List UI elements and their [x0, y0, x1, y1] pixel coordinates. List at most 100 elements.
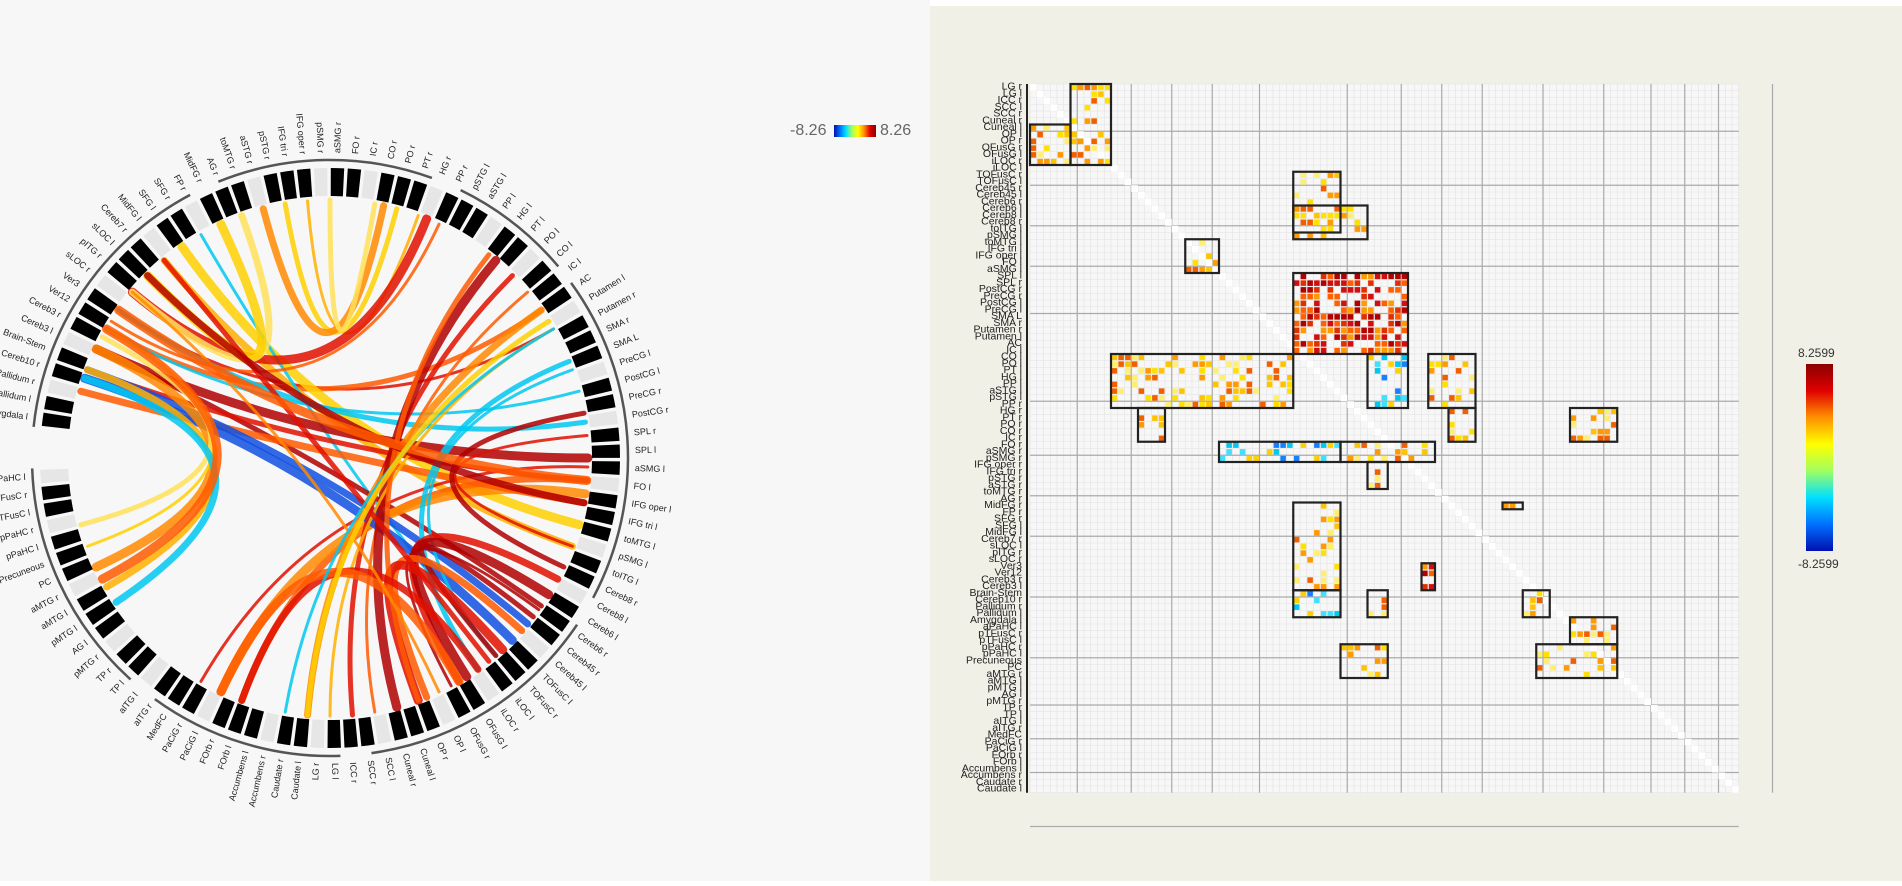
matrix-diagonal-cell — [1131, 185, 1138, 192]
matrix-diagonal-cell — [1124, 178, 1132, 186]
matrix-cell — [1098, 158, 1104, 165]
roi-label: pSMG l — [617, 551, 649, 570]
matrix-cell — [1570, 631, 1577, 637]
matrix-cell — [1314, 347, 1320, 354]
matrix-diagonal-cell — [1165, 219, 1172, 226]
matrix-cell — [1590, 617, 1597, 624]
matrix-row-label: SCC l — [995, 101, 1022, 113]
roi-segment — [96, 274, 127, 303]
matrix-cell — [1388, 347, 1394, 354]
matrix-cell — [1395, 455, 1401, 462]
matrix-cell — [1091, 118, 1097, 124]
matrix-cell — [1388, 300, 1394, 307]
matrix-diagonal-cell — [1711, 765, 1719, 773]
matrix-cell — [1219, 401, 1226, 408]
matrix-diagonal-cell — [1421, 475, 1429, 483]
matrix-cell — [1212, 260, 1219, 266]
connection-ribbon — [114, 305, 592, 485]
matrix-cell — [1185, 266, 1192, 273]
colorbar-min-label: -8.26 — [790, 122, 827, 139]
matrix-cell — [1158, 415, 1165, 421]
matrix-row-label: HG l — [1001, 371, 1022, 383]
matrix-diagonal-cell — [1630, 684, 1638, 692]
matrix-cell — [1590, 631, 1597, 637]
matrix-diagonal-cell — [1637, 691, 1645, 699]
matrix-colorbar-max-label: 8.2599 — [1798, 346, 1835, 360]
matrix-row-label: PP r — [1002, 398, 1023, 410]
roi-label: Caudate r — [269, 758, 285, 799]
matrix-cell — [1199, 239, 1205, 246]
roi-label: Cereb3 l — [20, 313, 55, 336]
roi-label: IFG oper r — [294, 113, 308, 155]
roi-label: pSMG r — [315, 122, 326, 153]
matrix-row-label: TP r — [1002, 702, 1022, 714]
matrix-cell — [1172, 354, 1178, 361]
matrix-cell — [1098, 131, 1104, 138]
roi-label: IFG oper l — [631, 499, 672, 515]
matrix-cell — [1341, 334, 1347, 340]
matrix-cell — [1341, 327, 1347, 334]
matrix-cell — [1057, 152, 1064, 158]
matrix-cell — [1280, 442, 1286, 448]
matrix-cell — [1374, 482, 1381, 489]
matrix-diagonal-cell — [1509, 563, 1516, 570]
matrix-cell — [1577, 435, 1583, 442]
matrix-diagonal-cell — [1401, 455, 1408, 462]
roi-label: Accumbens r — [247, 754, 268, 807]
matrix-row-label: Putamen l — [975, 330, 1022, 342]
roi-segment — [293, 717, 310, 748]
matrix-row-label: Ver12 — [995, 567, 1023, 579]
matrix-cell — [1307, 611, 1313, 617]
matrix-cell — [1584, 671, 1590, 678]
cluster-box — [1292, 271, 1410, 356]
roi-segment — [296, 168, 313, 198]
matrix-row-label: IFG tri r — [986, 465, 1022, 477]
matrix-cell — [1543, 658, 1550, 664]
matrix-row-label: aMTG r — [986, 668, 1022, 680]
matrix-cell — [1381, 374, 1388, 381]
roi-label: SPL l — [635, 445, 656, 455]
matrix-row-label: Cereb6 l — [982, 202, 1022, 214]
connection-ribbon — [97, 324, 222, 584]
matrix-cell — [1341, 273, 1347, 280]
matrix-row-label: FO r — [1001, 438, 1022, 450]
cluster-box — [1109, 352, 1295, 410]
matrix-cell — [1388, 314, 1394, 320]
roi-label: PostCG r — [631, 404, 669, 419]
matrix-cell — [1071, 118, 1077, 124]
roi-segment — [44, 395, 75, 414]
matrix-row-label: Amygdala l — [970, 614, 1022, 626]
matrix-cell — [1320, 185, 1327, 192]
roi-label: HG l — [515, 201, 534, 221]
matrix-cell — [1341, 644, 1347, 651]
roi-label: TP r — [94, 665, 113, 684]
roi-segment — [154, 666, 181, 697]
roi-label: SMA r — [604, 315, 630, 334]
matrix-cell — [1381, 644, 1388, 651]
matrix-row-label: pSTG r — [988, 472, 1022, 484]
roi-segment — [118, 249, 148, 279]
matrix-cell — [1273, 449, 1280, 455]
matrix-cell — [1381, 334, 1388, 340]
matrix-diagonal-cell — [1387, 441, 1395, 449]
matrix-row-label: PT r — [1002, 411, 1022, 423]
matrix-cell — [1611, 665, 1617, 671]
matrix-cell — [1287, 381, 1293, 388]
matrix-diagonal-cell — [1435, 489, 1442, 496]
matrix-diagonal-cell — [1205, 259, 1213, 267]
matrix-cell — [1307, 280, 1313, 286]
matrix-cell — [1347, 212, 1354, 219]
connection-ribbon — [305, 318, 552, 718]
matrix-cell — [1374, 368, 1381, 374]
roi-segment — [558, 315, 589, 340]
matrix-cell — [1401, 361, 1408, 367]
matrix-cell — [1395, 449, 1401, 455]
matrix-cell — [1347, 341, 1354, 347]
matrix-cell — [1395, 280, 1401, 286]
matrix-cell — [1327, 442, 1334, 448]
matrix-cell — [1300, 212, 1307, 219]
matrix-cell — [1354, 273, 1361, 280]
matrix-cell — [1354, 226, 1361, 232]
matrix-row-label: sLOC l — [990, 540, 1022, 552]
